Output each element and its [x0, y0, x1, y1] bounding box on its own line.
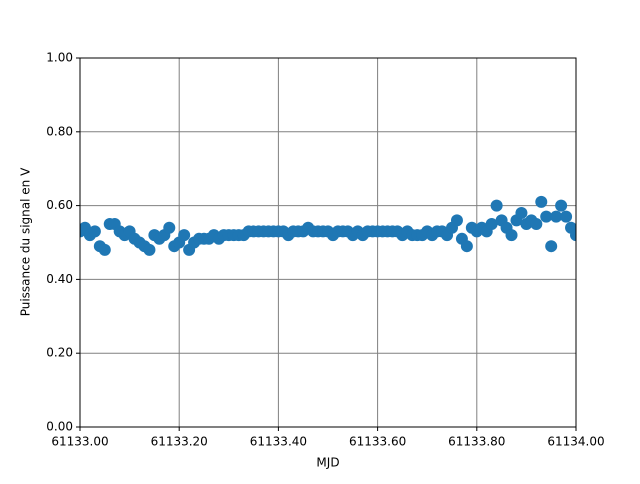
y-tick-label: 1.00: [46, 51, 73, 65]
y-tick-label: 0.20: [46, 346, 73, 360]
y-tick-label: 0.00: [46, 420, 73, 434]
y-tick-label: 0.60: [46, 198, 73, 212]
x-axis-label: MJD: [316, 456, 339, 470]
point: [545, 240, 558, 253]
x-tick-label: 61133.20: [151, 435, 208, 449]
point: [178, 229, 191, 242]
point: [530, 218, 543, 231]
point: [143, 243, 156, 256]
x-tick-label: 61133.00: [51, 435, 108, 449]
point: [515, 206, 528, 219]
point: [450, 214, 463, 227]
point: [490, 199, 503, 212]
point: [98, 243, 111, 256]
x-tick-label: 61133.80: [448, 435, 505, 449]
x-tick-label: 61133.40: [250, 435, 307, 449]
plot-frame: [79, 57, 577, 428]
point: [550, 210, 563, 223]
x-tick-label: 61133.60: [349, 435, 406, 449]
y-axis-label: Puissance du signal en V: [19, 167, 33, 316]
x-tick-label: 61134.00: [547, 435, 604, 449]
point: [560, 210, 573, 223]
y-tick-label: 0.80: [46, 124, 73, 138]
point: [540, 210, 553, 223]
point: [163, 221, 176, 234]
point: [535, 195, 548, 208]
point: [570, 229, 576, 242]
point: [485, 218, 498, 231]
point: [88, 225, 101, 238]
point: [460, 240, 473, 253]
point: [555, 199, 568, 212]
y-tick-label: 0.40: [46, 272, 73, 286]
point: [505, 229, 518, 242]
